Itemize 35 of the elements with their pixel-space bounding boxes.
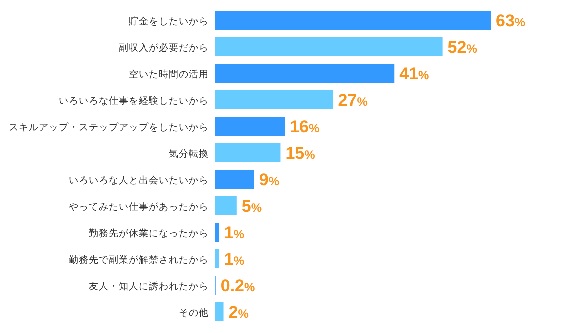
data-label: 0.2% xyxy=(220,276,256,296)
bar xyxy=(215,170,254,189)
y-tick-label: 勤務先で副業が解禁されたから xyxy=(69,254,209,266)
data-label: 15% xyxy=(286,144,316,163)
data-label: 63% xyxy=(496,12,526,30)
y-tick-label: 副収入が必要だから xyxy=(119,42,209,54)
y-tick-label: 勤務先が休業になったから xyxy=(89,228,209,240)
data-label: 16% xyxy=(290,118,320,136)
bar xyxy=(215,250,220,268)
bar xyxy=(215,11,491,30)
y-tick-label: スキルアップ・ステップアップをしたいから xyxy=(9,122,209,134)
bar xyxy=(215,302,224,322)
data-label: 1% xyxy=(224,250,245,269)
data-label: 27% xyxy=(338,91,368,110)
y-tick-label: 貯金をしたいから xyxy=(129,16,209,28)
data-label: 9% xyxy=(259,170,280,190)
bar xyxy=(215,64,395,83)
y-tick-label: 空いた時間の活用 xyxy=(129,68,209,80)
y-tick-label: いろいろな仕事を経験したいから xyxy=(59,95,209,107)
data-label: 5% xyxy=(242,197,262,216)
bar xyxy=(215,196,237,216)
bar xyxy=(215,117,286,136)
y-tick-label: その他 xyxy=(179,307,209,319)
y-tick-label: 友人・知人に誘われたから xyxy=(89,280,209,292)
data-label: 52% xyxy=(448,38,478,57)
bar xyxy=(215,38,443,56)
data-label: 1% xyxy=(224,224,245,242)
y-tick-label: いろいろな人と出会いたいから xyxy=(69,174,209,186)
bar xyxy=(215,144,281,162)
bar xyxy=(215,223,220,242)
y-tick-label: 気分転換 xyxy=(169,148,209,160)
data-label: 41% xyxy=(400,64,430,84)
data-label: 2% xyxy=(228,303,250,322)
bar xyxy=(215,90,334,110)
y-tick-label: やってみたい仕事があったから xyxy=(69,201,209,213)
